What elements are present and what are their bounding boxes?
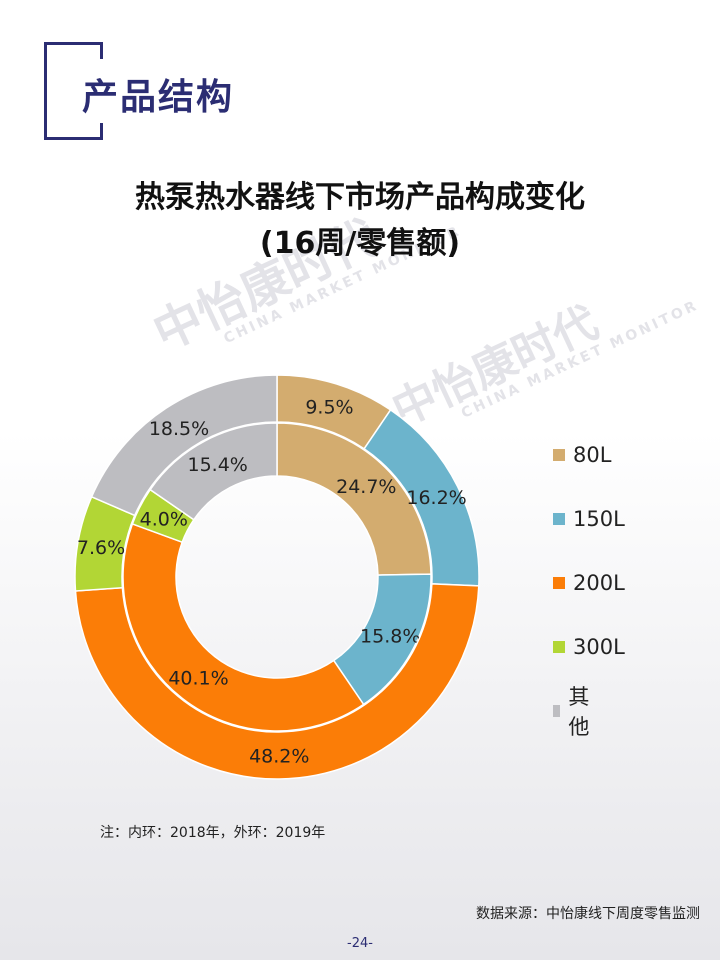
legend-label: 150L	[573, 507, 625, 531]
legend-label: 300L	[573, 635, 625, 659]
legend-item-80l: 80L	[553, 440, 611, 470]
legend-swatch	[553, 513, 565, 525]
inner-ring-label-150l: 15.8%	[360, 626, 420, 648]
inner-ring-slice-other	[149, 422, 278, 521]
legend-item-300l: 300L	[553, 632, 625, 662]
inner-ring-label-300l: 4.0%	[140, 508, 188, 530]
inner-ring-slice-80l	[276, 422, 432, 576]
legend-label: 80L	[573, 443, 612, 467]
inner-ring-slice-200l	[122, 522, 365, 732]
chart-subtitle: (16周/零售额)	[259, 226, 461, 261]
outer-ring-slice-other	[90, 374, 278, 517]
legend-item-200l: 200L	[553, 568, 625, 598]
section-frame	[44, 42, 103, 140]
inner-ring-label-200l: 40.1%	[168, 667, 228, 689]
outer-ring-label-80l: 9.5%	[305, 396, 353, 418]
legend-swatch	[553, 449, 565, 461]
legend-label: 其他	[568, 685, 590, 739]
outer-ring-label-200l: 48.2%	[249, 745, 309, 767]
legend-item-150l: 150L	[553, 504, 625, 534]
outer-ring-label-150l: 16.2%	[406, 487, 466, 509]
chart-note: 注：内环：2018年，外环：2019年	[100, 825, 326, 841]
legend-label: 200L	[573, 571, 625, 595]
chart-title: 热泵热水器线下市场产品构成变化	[135, 180, 585, 215]
page-number: -24-	[347, 936, 373, 951]
inner-ring-label-other: 15.4%	[188, 454, 248, 476]
outer-ring-label-300l: 7.6%	[77, 537, 125, 559]
section-title: 产品结构	[78, 68, 239, 120]
outer-ring-label-other: 18.5%	[149, 418, 209, 440]
outer-ring-slice-200l	[74, 583, 480, 780]
legend-swatch	[553, 705, 561, 717]
inner-ring-label-80l: 24.7%	[336, 476, 396, 498]
legend-swatch	[553, 641, 565, 653]
legend-swatch	[553, 577, 565, 589]
legend-item-other: 其他	[553, 685, 594, 739]
data-source: 数据来源：中怡康线下周度零售监测	[476, 906, 700, 922]
